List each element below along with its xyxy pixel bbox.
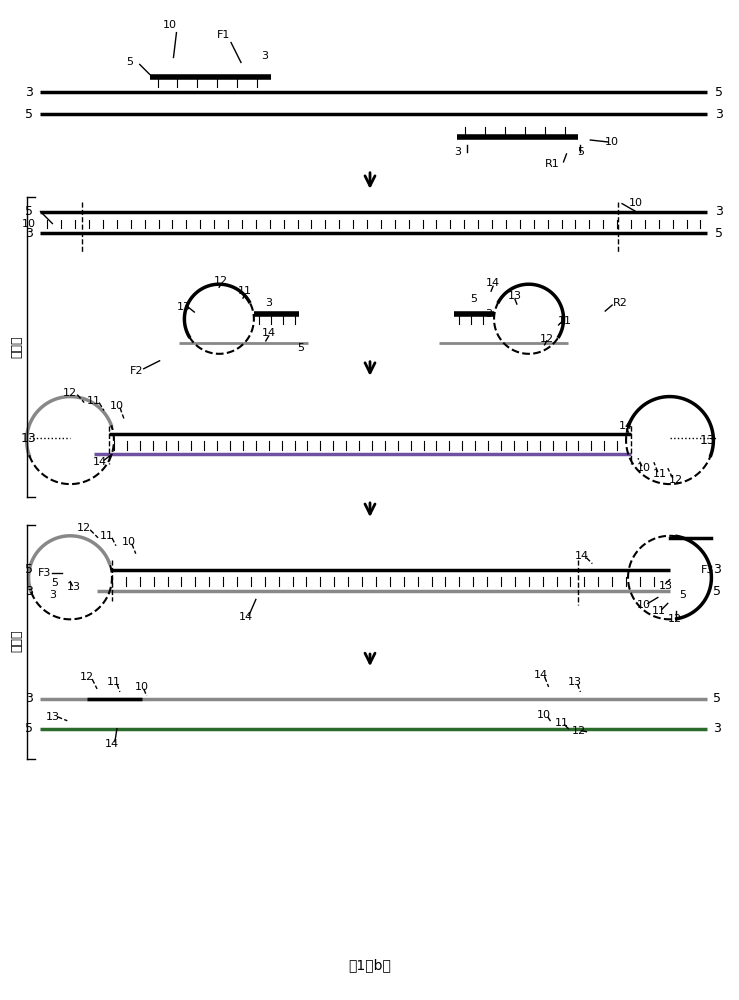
Text: 11: 11 bbox=[238, 286, 252, 296]
Text: 3: 3 bbox=[24, 692, 33, 705]
Text: F3: F3 bbox=[701, 565, 714, 575]
Text: 14: 14 bbox=[239, 612, 253, 622]
Text: R1: R1 bbox=[545, 159, 560, 169]
Text: R2: R2 bbox=[613, 298, 627, 308]
Text: 3: 3 bbox=[715, 205, 723, 218]
Text: 5: 5 bbox=[713, 585, 721, 598]
Text: F3: F3 bbox=[38, 568, 51, 578]
Text: 3: 3 bbox=[49, 590, 56, 600]
Text: 3: 3 bbox=[24, 86, 33, 99]
Text: 13: 13 bbox=[508, 291, 522, 301]
Text: 13: 13 bbox=[67, 582, 81, 592]
Text: 14: 14 bbox=[486, 278, 500, 288]
Text: 11: 11 bbox=[557, 316, 571, 326]
Text: 11: 11 bbox=[100, 531, 114, 541]
Text: 5: 5 bbox=[24, 205, 33, 218]
Text: 10: 10 bbox=[122, 537, 136, 547]
Text: 5: 5 bbox=[715, 227, 723, 240]
Text: 5: 5 bbox=[126, 57, 133, 67]
Text: 3: 3 bbox=[486, 309, 493, 319]
Text: 12: 12 bbox=[214, 276, 228, 286]
Text: 13: 13 bbox=[177, 302, 191, 312]
Text: 13: 13 bbox=[700, 434, 715, 447]
Text: 12: 12 bbox=[64, 388, 78, 398]
Text: 11: 11 bbox=[107, 677, 121, 687]
Text: 11: 11 bbox=[653, 469, 667, 479]
Text: 5: 5 bbox=[577, 147, 584, 157]
Text: 3: 3 bbox=[713, 722, 721, 735]
Text: 14: 14 bbox=[93, 457, 107, 467]
Text: 3: 3 bbox=[265, 298, 272, 308]
Text: 12: 12 bbox=[669, 475, 683, 485]
Text: 3: 3 bbox=[24, 585, 33, 598]
Text: 13: 13 bbox=[45, 712, 59, 722]
Text: 12: 12 bbox=[77, 523, 91, 533]
Text: 5: 5 bbox=[713, 692, 721, 705]
Text: 11: 11 bbox=[87, 396, 101, 406]
Text: 5: 5 bbox=[24, 108, 33, 121]
Text: 10: 10 bbox=[605, 137, 619, 147]
Text: 10: 10 bbox=[629, 198, 643, 208]
Text: 12: 12 bbox=[80, 672, 94, 682]
Text: 13: 13 bbox=[658, 581, 672, 591]
Text: 5: 5 bbox=[24, 563, 33, 576]
Text: 3: 3 bbox=[715, 108, 723, 121]
Text: 5: 5 bbox=[470, 294, 477, 304]
Text: 3: 3 bbox=[454, 147, 461, 157]
Text: 10: 10 bbox=[163, 20, 177, 30]
Text: 14: 14 bbox=[105, 739, 119, 749]
Text: 12: 12 bbox=[571, 726, 585, 736]
Text: 管一链: 管一链 bbox=[10, 336, 23, 358]
Text: 3: 3 bbox=[24, 227, 33, 240]
Text: 12: 12 bbox=[539, 334, 554, 344]
Text: 3: 3 bbox=[713, 563, 721, 576]
Text: 14: 14 bbox=[619, 421, 633, 431]
Text: 5: 5 bbox=[715, 86, 723, 99]
Text: 5: 5 bbox=[297, 343, 304, 353]
Text: 14: 14 bbox=[534, 670, 548, 680]
Text: 10: 10 bbox=[110, 401, 124, 411]
Text: 14: 14 bbox=[262, 328, 276, 338]
Text: 10: 10 bbox=[537, 710, 551, 720]
Text: 13: 13 bbox=[21, 432, 36, 445]
Text: 10: 10 bbox=[134, 682, 149, 692]
Text: 10: 10 bbox=[21, 219, 35, 229]
Text: 10: 10 bbox=[637, 600, 651, 610]
Text: 管二链: 管二链 bbox=[10, 630, 23, 652]
Text: 11: 11 bbox=[554, 718, 568, 728]
Text: 5: 5 bbox=[679, 590, 686, 600]
Text: 5: 5 bbox=[51, 578, 58, 588]
Text: 11: 11 bbox=[652, 606, 666, 616]
Text: 10: 10 bbox=[637, 463, 651, 473]
Text: 3: 3 bbox=[262, 51, 268, 61]
Text: F1: F1 bbox=[217, 30, 230, 40]
Text: 12: 12 bbox=[667, 614, 682, 624]
Text: 13: 13 bbox=[568, 677, 582, 687]
Text: F2: F2 bbox=[130, 366, 143, 376]
Text: 图1（b）: 图1（b） bbox=[349, 958, 392, 972]
Text: 5: 5 bbox=[24, 722, 33, 735]
Text: 14: 14 bbox=[576, 551, 590, 561]
